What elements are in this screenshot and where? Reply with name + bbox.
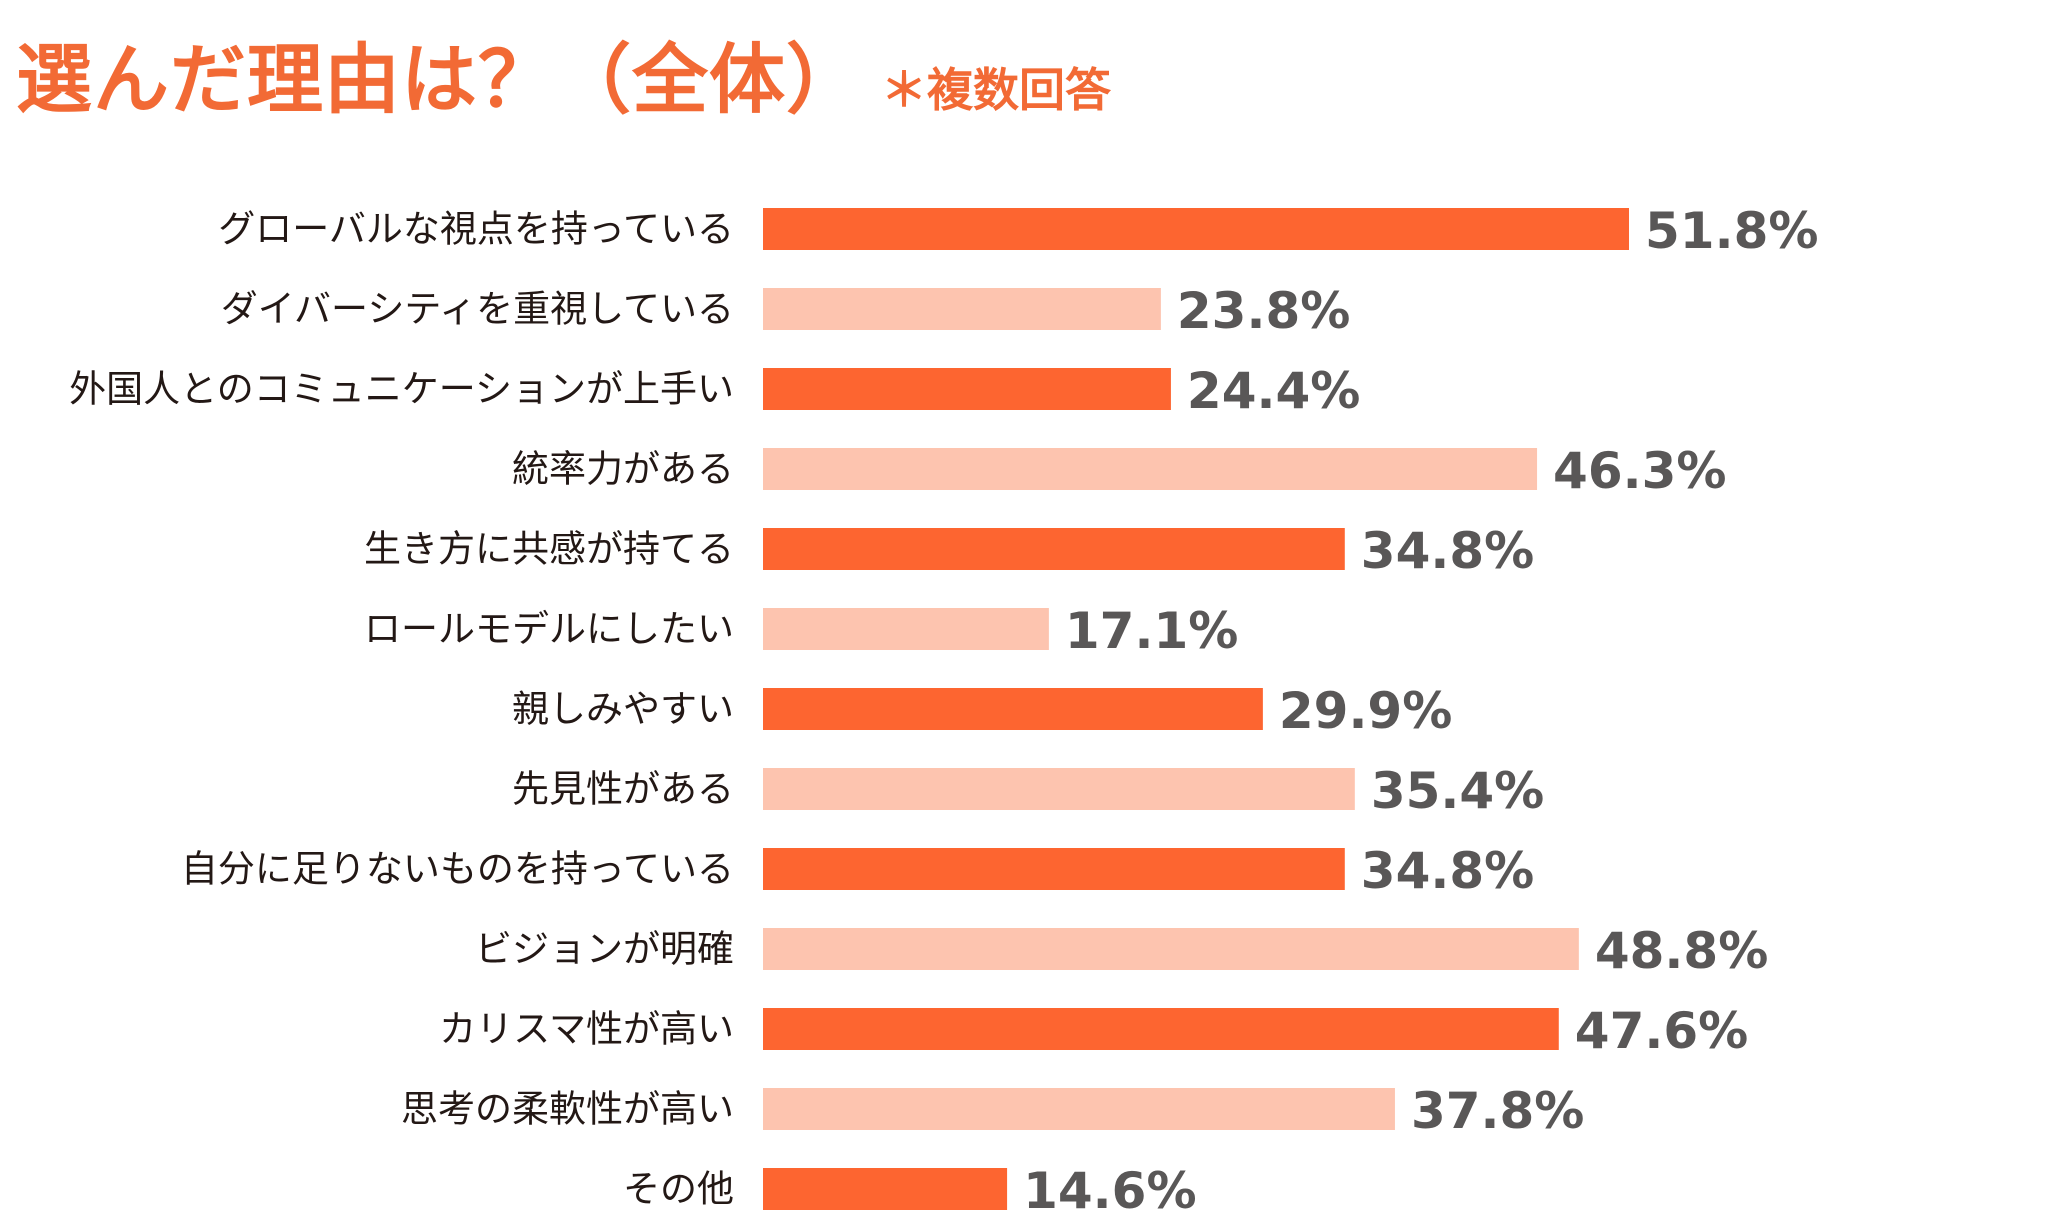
category-label: ビジョンが明確 xyxy=(475,928,734,971)
value-label: 23.8% xyxy=(1177,282,1350,340)
bar xyxy=(763,448,1538,490)
category-label: 統率力がある xyxy=(512,448,734,491)
chart-subtitle: ＊複数回答 xyxy=(881,63,1111,117)
bar xyxy=(763,608,1049,650)
bar xyxy=(763,1008,1559,1050)
value-label: 47.6% xyxy=(1575,1002,1748,1060)
value-label: 34.8% xyxy=(1361,522,1534,580)
category-label: 自分に足りないものを持っている xyxy=(181,848,734,891)
bar xyxy=(763,288,1161,330)
category-label: グローバルな視点を持っている xyxy=(218,208,734,251)
category-label: 生き方に共感が持てる xyxy=(364,528,734,571)
value-label: 29.9% xyxy=(1279,682,1452,740)
category-label: 外国人とのコミュニケーションが上手い xyxy=(69,368,734,411)
category-label: カリスマ性が高い xyxy=(439,1008,734,1051)
bar xyxy=(763,368,1171,410)
bar xyxy=(763,928,1579,970)
bar xyxy=(763,688,1263,730)
bar xyxy=(763,1168,1008,1210)
category-label: ロールモデルにしたい xyxy=(364,608,734,651)
bar xyxy=(763,1088,1395,1130)
bar xyxy=(763,208,1629,250)
category-label: ダイバーシティを重視している xyxy=(221,288,734,331)
bar xyxy=(763,528,1345,570)
value-label: 17.1% xyxy=(1065,602,1238,660)
category-label: 思考の柔軟性が高い xyxy=(401,1088,734,1131)
chart-title: 選んだ理由は？（全体） xyxy=(16,35,863,124)
category-label: その他 xyxy=(623,1168,734,1211)
value-label: 24.4% xyxy=(1187,362,1360,420)
value-label: 46.3% xyxy=(1553,442,1726,500)
category-label: 先見性がある xyxy=(512,768,734,811)
bars-group: グローバルな視点を持っている 51.8% ダイバーシティを重視している 23.8% 外国… xyxy=(69,202,1818,1220)
value-label: 37.8% xyxy=(1411,1082,1584,1140)
chart-title-block: 選んだ理由は？（全体） ＊複数回答 xyxy=(16,18,1111,128)
bar xyxy=(763,768,1355,810)
value-label: 35.4% xyxy=(1371,762,1544,820)
value-label: 51.8% xyxy=(1645,202,1818,260)
bar xyxy=(763,848,1345,890)
value-label: 34.8% xyxy=(1361,842,1534,900)
category-label: 親しみやすい xyxy=(512,688,734,731)
value-label: 48.8% xyxy=(1595,922,1768,980)
value-label: 14.6% xyxy=(1023,1162,1196,1220)
